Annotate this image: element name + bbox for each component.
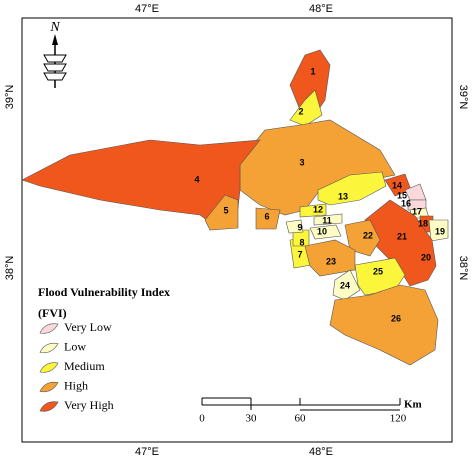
- north-arrow: N: [43, 20, 67, 88]
- legend-swatch: [39, 401, 59, 412]
- north-label: N: [49, 20, 60, 35]
- region-label: 21: [397, 231, 407, 241]
- region-label: 8: [299, 237, 304, 247]
- region: [255, 207, 281, 230]
- legend-label: Low: [64, 339, 86, 353]
- legend-subtitle: (FVI): [38, 306, 67, 320]
- region-label: 26: [391, 313, 401, 323]
- coord-label: 39°N: [4, 85, 16, 110]
- coord-label: 47°E: [135, 446, 159, 458]
- legend-swatch: [39, 381, 59, 393]
- region-label: 18: [418, 218, 428, 228]
- region-label: 10: [317, 226, 327, 236]
- region-label: 15: [397, 190, 407, 200]
- arrow-deco: [43, 54, 67, 63]
- arrow-head: [52, 34, 58, 45]
- region-label: 14: [392, 180, 402, 190]
- region-label: 9: [297, 222, 302, 232]
- region-label: 2: [298, 106, 303, 116]
- region: [428, 219, 449, 242]
- region-label: 12: [313, 204, 323, 214]
- region-label: 4: [194, 174, 199, 184]
- coord-label: 39°N: [457, 85, 469, 110]
- region-label: 17: [412, 206, 422, 216]
- region-label: 22: [363, 230, 373, 240]
- legend-label: Medium: [64, 359, 105, 373]
- legend-label: Very High: [64, 398, 114, 412]
- legend-swatch: [39, 342, 59, 354]
- legend-swatch: [39, 362, 59, 373]
- region: [299, 203, 327, 218]
- region-label: 3: [299, 157, 304, 167]
- region-label: 1: [310, 66, 315, 76]
- arrow-deco: [43, 63, 67, 72]
- region-label: 25: [373, 266, 383, 276]
- region: [317, 171, 387, 206]
- region: [329, 284, 439, 366]
- region-label: 20: [421, 252, 431, 262]
- legend-swatch: [39, 323, 59, 334]
- region: [204, 194, 239, 231]
- region-label: 24: [340, 280, 350, 290]
- region-label: 11: [322, 215, 332, 225]
- region-label: 7: [297, 249, 302, 259]
- legend-title: Flood Vulnerability Index: [38, 285, 170, 299]
- scale-label: 30: [246, 413, 258, 425]
- region: [364, 199, 437, 287]
- region-label: 23: [326, 256, 336, 266]
- region-label: 13: [338, 191, 348, 201]
- region-label: 16: [401, 198, 411, 208]
- scale-label: 60: [295, 413, 307, 425]
- legend-label: Very Low: [64, 320, 112, 334]
- coord-label: 48°E: [309, 3, 333, 15]
- scale-label: 0: [199, 413, 205, 425]
- arrow-deco: [43, 72, 67, 81]
- region: [304, 239, 356, 277]
- region: [332, 269, 361, 301]
- legend-label: High: [64, 378, 88, 392]
- coord-label: 47°E: [135, 3, 159, 15]
- region: [309, 224, 342, 240]
- scale-bar: 0 30 60 120 Km: [199, 397, 422, 425]
- scale-label: 120: [390, 413, 407, 425]
- legend: Very Low Low Medium High Very High: [39, 320, 114, 412]
- region-label: 6: [264, 211, 269, 221]
- coord-label: 38°N: [4, 256, 16, 281]
- scale-unit: Km: [404, 399, 422, 411]
- region-label: 19: [435, 226, 445, 236]
- region: [285, 219, 304, 234]
- region-label: 5: [223, 205, 228, 215]
- coord-label: 48°E: [309, 446, 333, 458]
- coord-label: 38°N: [457, 256, 469, 281]
- region: [344, 219, 381, 257]
- region: [313, 213, 343, 226]
